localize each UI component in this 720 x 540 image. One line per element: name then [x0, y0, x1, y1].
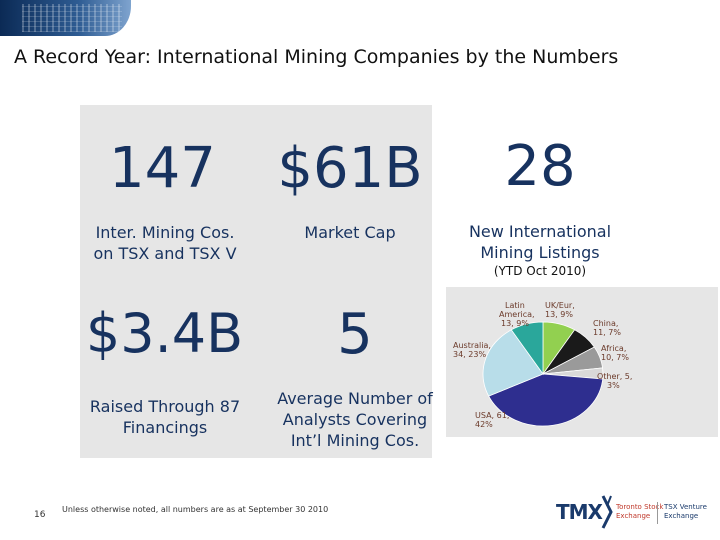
toronto-stock-exchange-label: Toronto Stock Exchange — [616, 503, 664, 520]
stat-market-cap-label: Market Cap — [304, 223, 396, 242]
stat-market-cap-value: $61B — [277, 136, 423, 201]
footnote: Unless otherwise noted, all numbers are … — [62, 505, 329, 514]
slice-label-africa: Africa, 10, 7% — [601, 344, 629, 362]
listings-by-region-pie-chart: Latin America, 13, 9% UK/Eur, 13, 9% China,… — [453, 301, 632, 429]
stats-panel — [80, 105, 432, 458]
slice-label-australia: Australia, 34, 23% — [453, 341, 491, 359]
stat-financings-label: Raised Through 87 Financings — [89, 397, 241, 437]
stat-analysts-value: 5 — [337, 302, 373, 367]
pie-slice-latin-america — [510, 321, 544, 376]
stat-new-listings-label: New International Mining Listings — [468, 222, 612, 262]
stat-analysts-label: Average Number of Analysts Covering Int’l … — [277, 389, 433, 450]
stat-companies-value: 147 — [109, 136, 216, 201]
logo-divider — [657, 502, 658, 524]
slice-label-usa: USA, 61, 42% — [475, 411, 509, 429]
header-banner-image — [0, 0, 131, 36]
stat-new-listings-value: 28 — [504, 134, 576, 199]
slice-label-other: Other, 5, 3% — [597, 372, 632, 390]
page-number: 16 — [34, 510, 46, 520]
slice-label-china: China, 11, 7% — [593, 319, 621, 337]
page-title: A Record Year: International Mining Comp… — [14, 46, 619, 68]
pie-slice-australia — [482, 329, 544, 397]
stat-financings-value: $3.4B — [85, 302, 244, 365]
tmx-x-mark-icon — [601, 495, 613, 529]
pie-slice-usa — [488, 373, 604, 427]
tsx-venture-exchange-label: TSX Venture Exchange — [664, 503, 707, 520]
slice-label-uk-eur: UK/Eur, 13, 9% — [545, 301, 575, 319]
slice-label-latin-america: Latin America, 13, 9% — [499, 301, 535, 328]
stat-companies-label: Inter. Mining Cos. on TSX and TSX V — [93, 223, 237, 263]
tmx-logo: TMX Toronto Stock Exchange TSX Venture Exc… — [556, 494, 716, 534]
stat-new-listings-note: (YTD Oct 2010) — [493, 264, 587, 278]
